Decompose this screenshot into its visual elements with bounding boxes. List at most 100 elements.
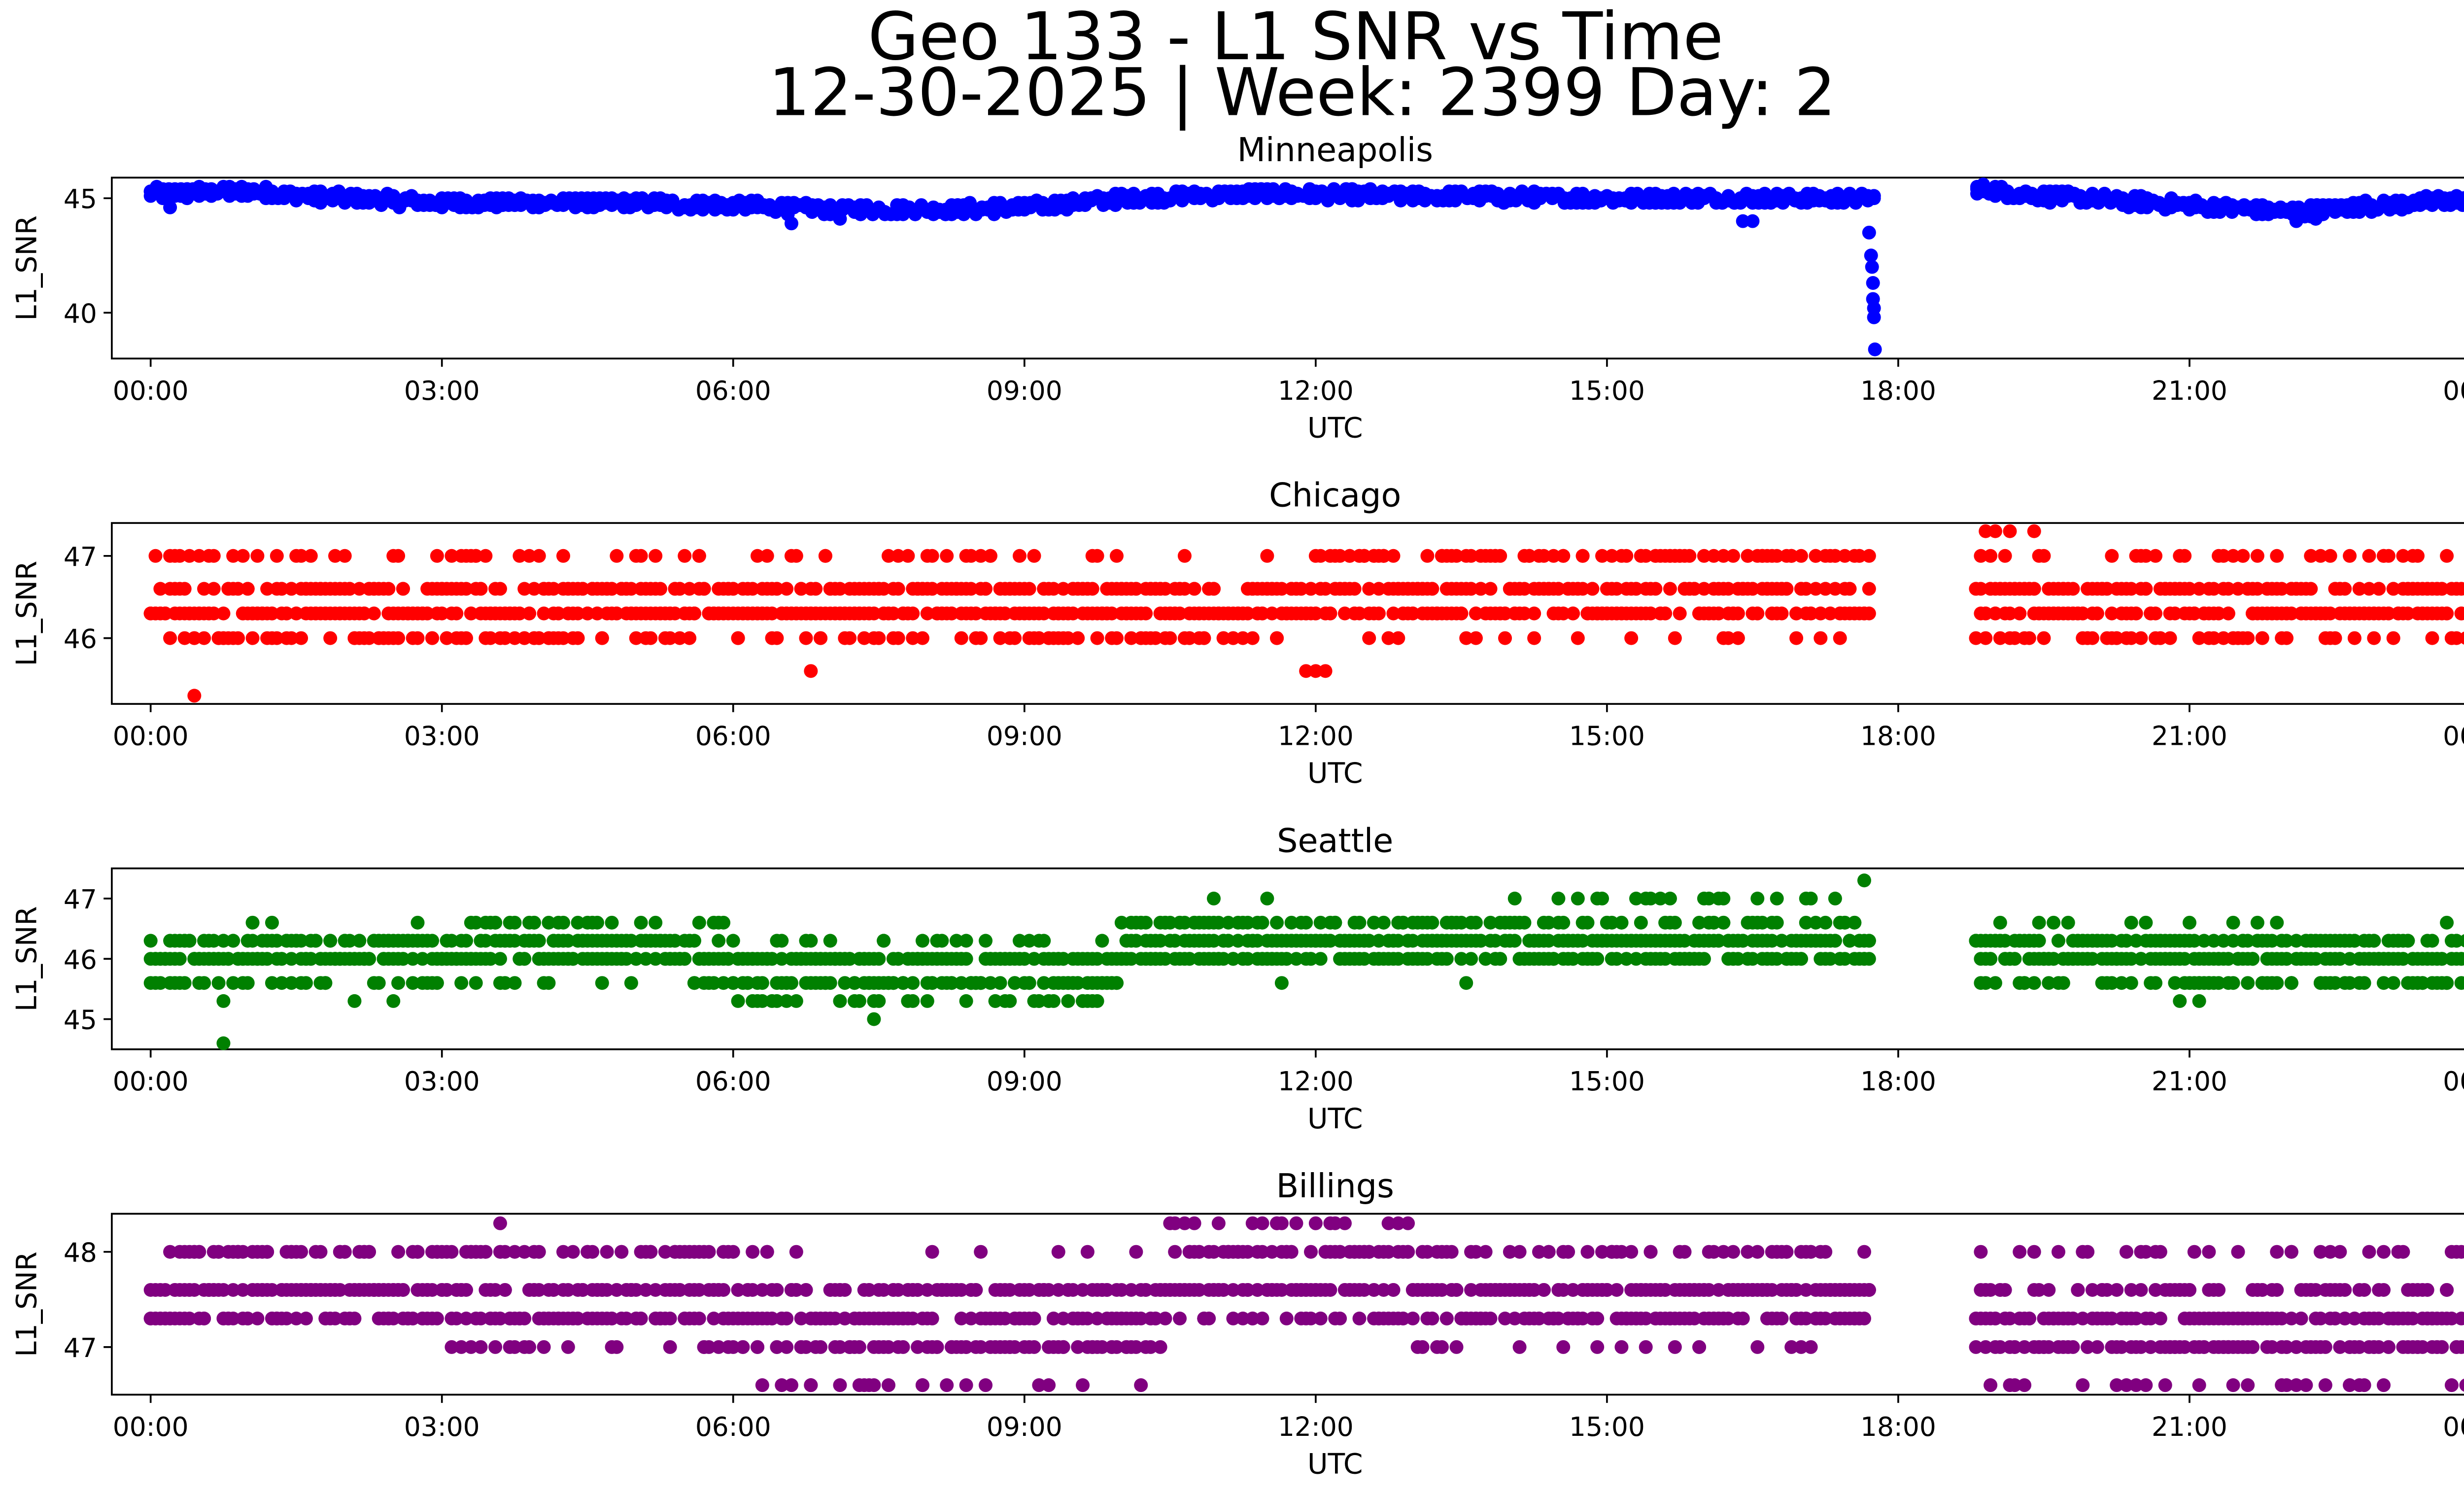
data-point	[386, 994, 401, 1008]
data-point	[1274, 976, 1289, 990]
data-point	[1012, 549, 1027, 563]
data-point	[1109, 549, 1124, 563]
data-point	[197, 631, 211, 645]
data-point	[2008, 952, 2022, 966]
data-point	[1153, 1340, 1167, 1354]
data-point	[1726, 1245, 1741, 1259]
data-point	[678, 952, 692, 966]
data-point	[1619, 549, 1634, 563]
x-tick-label: 15:00	[1569, 375, 1645, 406]
data-point	[600, 1245, 614, 1259]
x-tick-label: 21:00	[2152, 375, 2227, 406]
data-point	[959, 934, 973, 948]
data-point	[177, 976, 192, 990]
data-point	[751, 549, 765, 563]
data-point	[1076, 1378, 1090, 1392]
data-point	[187, 631, 202, 645]
x-tick-label: 15:00	[1569, 1411, 1645, 1442]
data-point	[566, 1245, 580, 1259]
scatter-series	[143, 177, 2464, 356]
data-point	[2246, 952, 2260, 966]
data-point	[1794, 549, 1808, 563]
data-point	[692, 549, 706, 563]
data-point	[1726, 549, 1741, 563]
x-tick-label: 18:00	[1860, 1411, 1936, 1442]
data-point	[581, 606, 595, 621]
data-point	[1507, 934, 1522, 948]
data-point	[1566, 606, 1580, 621]
data-point	[852, 994, 866, 1008]
data-point	[804, 664, 818, 678]
data-point	[1347, 582, 1362, 596]
data-point	[454, 976, 469, 990]
y-tick-label: 47	[64, 884, 97, 915]
data-point	[974, 1245, 988, 1259]
data-point	[833, 582, 847, 596]
data-point	[396, 1283, 410, 1297]
data-point	[1420, 549, 1435, 563]
data-point	[2173, 994, 2187, 1008]
data-point	[2027, 524, 2041, 538]
data-point	[2236, 549, 2250, 563]
data-point	[347, 1311, 362, 1325]
data-point	[391, 1245, 406, 1259]
data-point	[556, 631, 571, 645]
data-point	[474, 1340, 488, 1354]
data-point	[1590, 1311, 1605, 1325]
data-point	[532, 934, 546, 948]
data-point	[445, 549, 459, 563]
data-point	[867, 1012, 881, 1026]
data-point	[211, 976, 226, 990]
data-point	[2241, 631, 2255, 645]
data-point	[1386, 549, 1401, 563]
data-point	[2149, 976, 2163, 990]
data-point	[1493, 952, 1507, 966]
data-point	[1993, 915, 2007, 930]
data-point	[2124, 976, 2138, 990]
data-point	[1289, 1216, 1303, 1230]
data-point	[969, 606, 983, 621]
data-point	[2090, 606, 2104, 621]
data-point	[1770, 891, 1784, 905]
data-point	[1308, 1216, 1323, 1230]
data-point	[1435, 1340, 1449, 1354]
data-point	[1274, 1216, 1289, 1230]
data-point	[522, 549, 537, 563]
data-point	[1537, 1283, 1551, 1297]
data-point	[294, 549, 308, 563]
data-point	[2347, 631, 2361, 645]
data-point	[2386, 631, 2400, 645]
data-point	[2149, 549, 2163, 563]
data-point	[2051, 934, 2066, 948]
data-point	[1478, 1245, 1493, 1259]
data-point	[1129, 1245, 1143, 1259]
data-point	[338, 549, 352, 563]
data-point	[940, 549, 954, 563]
data-point	[420, 606, 435, 621]
data-point	[279, 606, 294, 621]
data-point	[425, 631, 440, 645]
data-point	[1197, 631, 1211, 645]
data-point	[411, 915, 425, 930]
data-point	[2255, 631, 2269, 645]
data-point	[2440, 915, 2454, 930]
data-point	[1027, 1311, 1041, 1325]
data-point	[1864, 248, 1878, 263]
data-point	[1580, 1245, 1595, 1259]
panel-title: Chicago	[1269, 476, 1401, 515]
data-point	[823, 976, 837, 990]
data-point	[2226, 915, 2240, 930]
x-tick-label: 00:00	[2443, 1411, 2464, 1442]
data-point	[1828, 934, 1842, 948]
data-point	[760, 1245, 774, 1259]
data-point	[770, 1283, 784, 1297]
data-point	[1095, 934, 1109, 948]
data-point	[517, 582, 532, 596]
x-tick-label: 21:00	[2152, 720, 2227, 751]
data-point	[2462, 193, 2464, 204]
data-point	[935, 934, 949, 948]
data-point	[925, 1245, 939, 1259]
data-point	[2343, 549, 2357, 563]
data-point	[527, 915, 541, 930]
data-point	[197, 976, 211, 990]
